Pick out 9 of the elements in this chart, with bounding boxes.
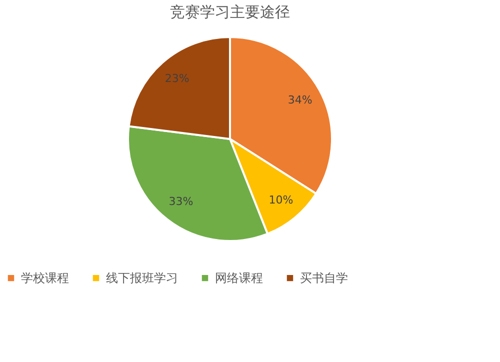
data-label: 34% (288, 93, 312, 106)
data-label: 23% (164, 72, 190, 85)
legend-label: 买书自学 (300, 271, 348, 286)
legend-label: 网络课程 (215, 271, 263, 286)
legend-label: 线下报班学习 (106, 271, 178, 286)
legend-label: 学校课程 (21, 271, 69, 286)
data-label: 33% (168, 195, 194, 208)
chart-title: 竞赛学习主要途径 (170, 3, 290, 21)
data-label: 10% (268, 194, 294, 207)
